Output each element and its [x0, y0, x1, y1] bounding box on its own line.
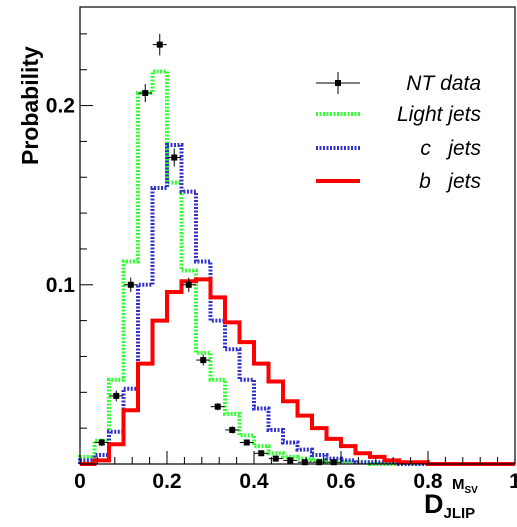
- data-point: [287, 457, 294, 464]
- data-point: [301, 459, 308, 466]
- x-tick-label: 0: [74, 470, 86, 493]
- y-axis-label: Probability: [17, 46, 43, 165]
- plot-frame: [79, 6, 516, 465]
- x-tick-label: 0.6: [326, 470, 355, 493]
- series-nt-data-points: [94, 33, 341, 466]
- data-point: [142, 90, 149, 97]
- legend-label: NT data: [406, 72, 481, 95]
- series-light-jets-histogram: [78, 69, 515, 466]
- series-layer: [78, 33, 515, 466]
- data-point: [171, 154, 178, 161]
- x-tick-label: 0.4: [239, 470, 269, 493]
- legend-entry-nt-data: NT data: [316, 72, 481, 95]
- y-tick-label: 0.1: [46, 274, 76, 297]
- x-tick-label: 0.8: [413, 470, 443, 493]
- data-point: [258, 450, 265, 457]
- x-axis-label-superscript: MSV: [452, 476, 478, 496]
- data-point: [98, 439, 105, 446]
- data-point: [156, 41, 163, 48]
- x-axis-label-sup: M: [452, 476, 465, 493]
- x-tick-label: 1: [509, 470, 517, 493]
- y-tick-label: 0.2: [46, 95, 75, 118]
- data-point: [243, 439, 250, 446]
- legend-label: Light jets: [397, 103, 482, 126]
- legend-label: b jets: [419, 170, 481, 193]
- x-tick-label: 0.2: [152, 470, 181, 493]
- data-point: [127, 281, 134, 288]
- data-point: [113, 392, 120, 399]
- data-point: [316, 459, 323, 466]
- legend-entry-b-jets: b jets: [316, 170, 481, 193]
- legend: NT data Light jets c jets b jets: [316, 72, 481, 193]
- data-point: [214, 403, 221, 410]
- x-axis-label-main: D: [424, 489, 444, 519]
- data-point: [330, 459, 337, 466]
- data-point: [200, 357, 207, 364]
- x-axis-label-sup-subscript: SV: [465, 485, 479, 496]
- data-point: [272, 455, 279, 462]
- x-axis-label: DJLIP: [424, 489, 475, 522]
- data-point: [229, 426, 236, 433]
- legend-label: c jets: [420, 137, 481, 160]
- x-axis-label-subscript: JLIP: [444, 505, 476, 522]
- legend-entry-c-jets: c jets: [316, 137, 481, 160]
- axes: 0 0.2 0.4 0.6 0.8 1 0.1 0.2: [46, 6, 517, 493]
- series-b-jets-histogram: [80, 277, 515, 466]
- legend-marker-point: [335, 80, 341, 86]
- data-point: [185, 281, 192, 288]
- legend-entry-light-jets: Light jets: [316, 103, 481, 126]
